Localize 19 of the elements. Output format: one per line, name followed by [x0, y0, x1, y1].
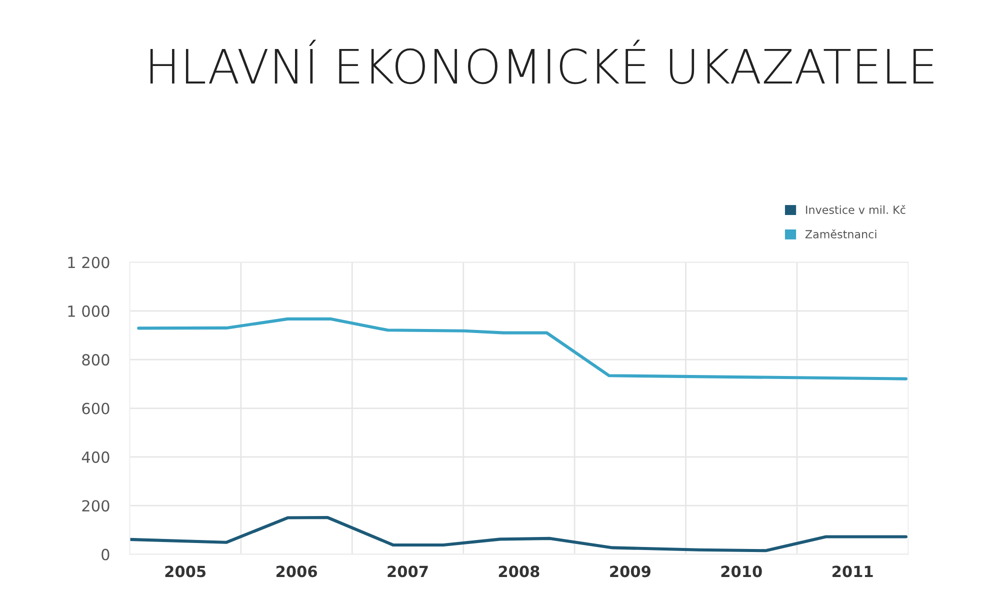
x-tick-label: 2008 — [498, 566, 540, 578]
x-tick-label: 2007 — [388, 566, 428, 578]
x-tick-label: 2005 — [165, 566, 206, 578]
chart-title: HLAVNÍ EKONOMICKÉ UKAZATELE — [150, 40, 934, 84]
line-series — [130, 516, 908, 552]
y-tick-label: 0 — [102, 548, 110, 560]
legend-label: Zaměstnanci — [805, 229, 876, 238]
y-tick-label: 200 — [82, 500, 110, 512]
line-series — [137, 317, 908, 380]
y-tick-label: 800 — [82, 354, 110, 366]
x-tick-label: 2009 — [610, 566, 650, 578]
x-tick-label: 2006 — [276, 566, 317, 578]
y-tick-label: 600 — [82, 402, 110, 414]
y-tick-label: 1 200 — [68, 256, 110, 268]
y-tick-label: 1 000 — [68, 305, 110, 317]
x-tick-label: 2011 — [832, 566, 873, 578]
y-tick-label: 400 — [82, 451, 110, 463]
x-tick-label: 2010 — [721, 566, 762, 578]
legend-label: Investice v mil. Kč — [806, 204, 906, 214]
